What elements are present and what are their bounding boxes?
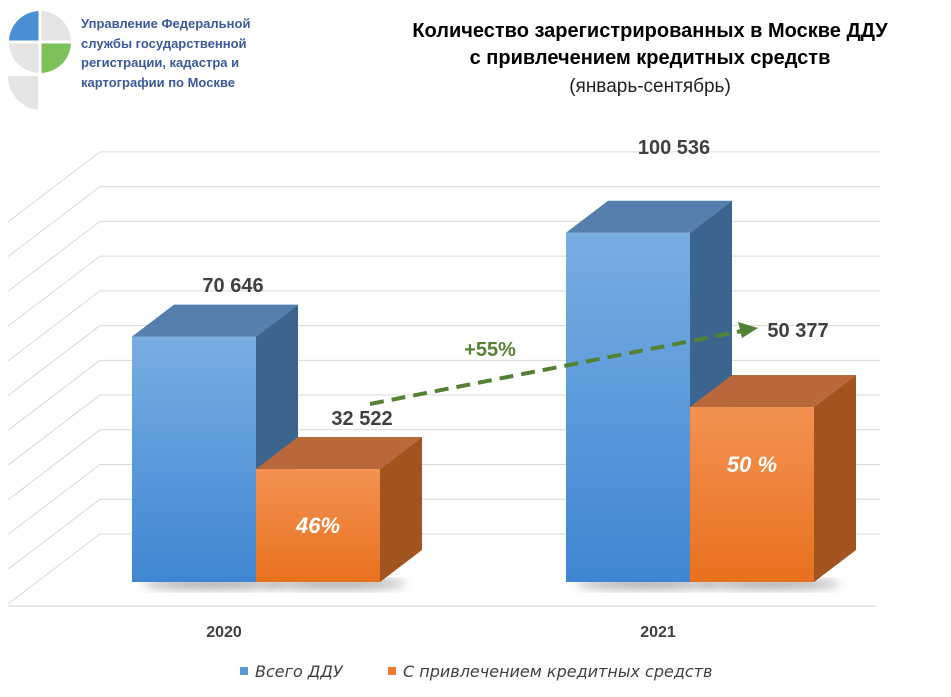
- bar-total-2021: [566, 200, 732, 582]
- organization-line: картографии по Москве: [81, 74, 235, 90]
- growth-annotation: +55%: [464, 339, 516, 361]
- chart-title-line-2: с привлечением кредитных средств: [469, 47, 831, 69]
- legend-item-credit: С привлечением кредитных средств: [388, 662, 712, 681]
- legend-label: С привлечением кредитных средств: [403, 662, 713, 681]
- bar-side-face: [380, 437, 422, 582]
- legend-swatch-orange: [388, 667, 396, 675]
- gridline-left-wall: [7, 151, 101, 223]
- gridline-left-wall: [7, 429, 101, 501]
- bar-front-face: [566, 232, 690, 582]
- bar-front-face: [132, 336, 256, 582]
- bar-credit-2020: [256, 437, 422, 582]
- gridline-left-wall: [7, 464, 101, 535]
- bar-front-face: [256, 469, 380, 582]
- bar-top-face: [690, 375, 856, 408]
- gridline-left-wall: [7, 533, 101, 605]
- bar-credit-2021: [690, 375, 856, 582]
- chart-bars: [132, 200, 856, 582]
- data-label: 100 536: [638, 137, 710, 159]
- bar-top-face: [132, 304, 298, 337]
- organization-line: Управление Федеральной: [81, 16, 251, 31]
- chart-title-line-1: Количество зарегистрированных в Москве Д…: [412, 20, 888, 42]
- gridline-left-wall: [7, 186, 101, 258]
- gridline-left-wall: [7, 359, 101, 431]
- bar-top-face: [566, 200, 732, 233]
- rosreestr-logo-icon: [4, 6, 76, 112]
- chart-labels: 70 646 32 522 100 536 50 377 46% 50 % 2020 2021…: [202, 137, 828, 641]
- organization-line: службы государственной: [81, 35, 247, 51]
- data-label: 32 522: [331, 408, 392, 430]
- legend-swatch-blue: [240, 667, 248, 675]
- share-label: 50 %: [727, 452, 777, 477]
- category-label: 2020: [206, 624, 242, 641]
- category-label: 2021: [640, 624, 676, 641]
- gridline-left-wall: [7, 325, 101, 396]
- organization-name: Управление Федеральной службы государств…: [81, 14, 271, 92]
- gridline-left-wall: [7, 220, 101, 292]
- gridline-left-wall: [7, 255, 101, 327]
- gridline-left-wall: [7, 394, 101, 466]
- share-label: 46%: [295, 513, 340, 538]
- bar-top-face: [256, 437, 422, 470]
- growth-arrow-head: [738, 322, 758, 338]
- gridline-left-wall: [7, 290, 101, 362]
- organization-line: регистрации, кадастра и: [81, 55, 240, 70]
- bar-front-face: [690, 407, 814, 582]
- data-label: 50 377: [767, 320, 828, 342]
- gridline-left-wall: [7, 498, 101, 570]
- bar-side-face: [814, 375, 856, 582]
- legend-item-total: Всего ДДУ: [240, 662, 343, 681]
- chart-subtitle: (январь-сентябрь): [569, 76, 731, 97]
- legend-label: Всего ДДУ: [255, 662, 343, 681]
- data-label: 70 646: [202, 275, 263, 297]
- growth-arrow-line: [369, 329, 743, 406]
